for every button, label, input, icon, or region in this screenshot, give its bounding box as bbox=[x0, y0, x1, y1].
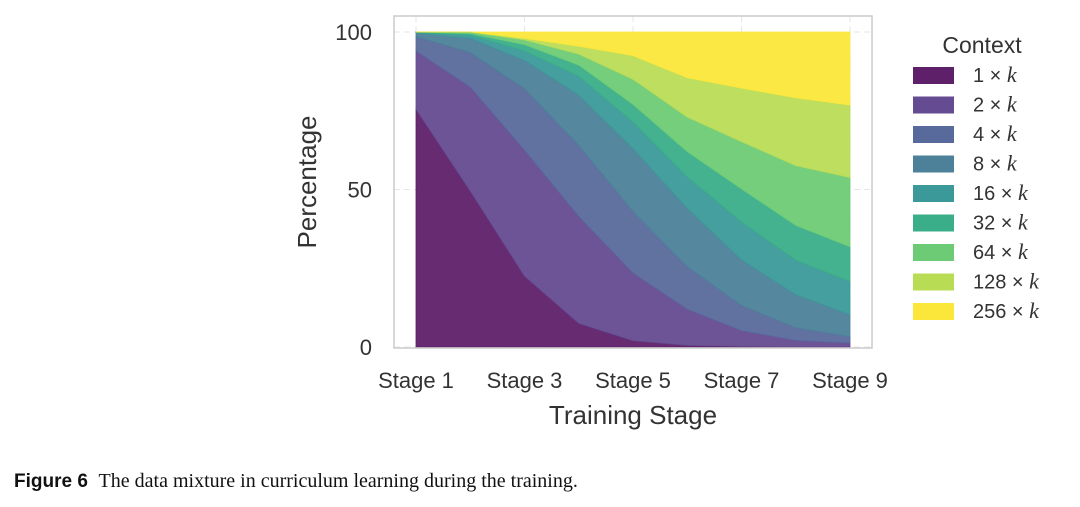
x-tick-label: Stage 7 bbox=[704, 368, 780, 393]
legend-label: 4 × k bbox=[973, 121, 1018, 146]
legend-swatch bbox=[913, 67, 954, 84]
legend-label: 128 × k bbox=[973, 269, 1040, 294]
x-tick-labels: Stage 1 Stage 3 Stage 5 Stage 7 Stage 9 bbox=[378, 368, 888, 393]
y-axis-title: Percentage bbox=[292, 116, 322, 249]
caption-text: The data mixture in curriculum learning … bbox=[98, 470, 578, 492]
legend: 1 × k 2 × k 4 × k 8 × k 16 × k 32 × k 64 × k 12… bbox=[913, 62, 1040, 323]
figure-label: Figure 6 bbox=[14, 471, 88, 492]
legend-label: 1 × k bbox=[973, 62, 1018, 87]
legend-label: 64 × k bbox=[973, 239, 1029, 264]
plot-frame bbox=[393, 15, 873, 349]
x-axis-title: Training Stage bbox=[549, 400, 717, 430]
y-tick-label: 0 bbox=[360, 335, 372, 360]
legend-swatch bbox=[913, 214, 954, 232]
area-256-k bbox=[416, 31, 851, 106]
y-tick-label: 50 bbox=[348, 178, 372, 203]
legend-title: Context bbox=[942, 32, 1022, 58]
legend-label: 2 × k bbox=[973, 92, 1018, 117]
y-tick-labels: 0 50 100 bbox=[335, 20, 372, 360]
y-tick-label: 100 bbox=[335, 20, 372, 45]
x-tick-label: Stage 1 bbox=[378, 368, 454, 393]
legend-swatch bbox=[913, 244, 954, 261]
legend-label: 8 × k bbox=[973, 151, 1018, 176]
legend-swatch bbox=[913, 126, 954, 143]
figure-caption: Figure 6 The data mixture in curriculum … bbox=[14, 470, 1064, 493]
legend-swatch bbox=[913, 96, 954, 114]
legend-label: 256 × k bbox=[973, 298, 1040, 323]
x-tick-label: Stage 9 bbox=[812, 368, 888, 393]
legend-swatch bbox=[913, 185, 954, 202]
legend-label: 16 × k bbox=[973, 180, 1029, 205]
series-areas bbox=[415, 31, 851, 348]
legend-swatch bbox=[913, 155, 954, 173]
x-tick-label: Stage 3 bbox=[487, 368, 563, 393]
legend-swatch bbox=[913, 273, 954, 291]
legend-label: 32 × k bbox=[973, 210, 1029, 235]
legend-swatch bbox=[913, 303, 954, 320]
x-tick-label: Stage 5 bbox=[595, 368, 671, 393]
